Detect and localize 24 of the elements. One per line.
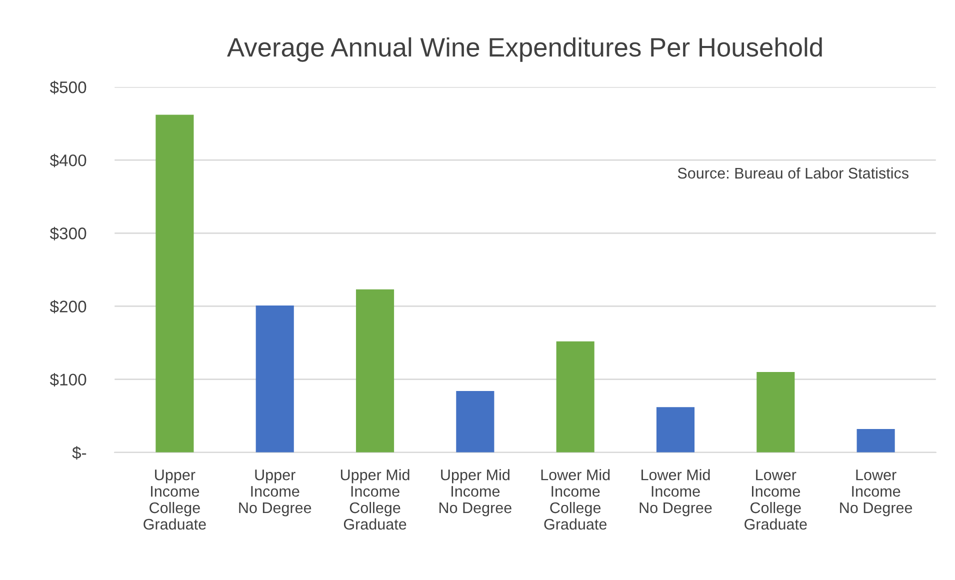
x-tick-label: Lower Mid Income College Graduate [541,469,610,530]
x-tick-label: Lower Income No Degree [840,470,912,516]
annotation: Source: Bureau of Labor Statistics [678,167,908,179]
y-tick-label: $100 [50,373,86,387]
x-tick-label: Upper Mid Income No Degree [439,469,512,516]
bar [856,429,895,452]
x-tick-label: Upper Income College Graduate [144,470,206,530]
bar [256,306,294,452]
x-tick-label: Lower Income College Graduate [744,470,807,530]
y-tick-label: $300 [50,226,86,240]
bar [556,341,594,452]
x-tick-label: Upper Income No Degree [239,470,312,516]
bar [456,391,494,452]
bar [156,114,194,452]
chart-title: Average Annual Wine Expenditures Per Household [227,37,822,62]
bar [656,407,695,452]
x-tick-label: Upper Mid Income College Graduate [340,469,410,530]
bar [356,289,394,452]
y-tick-label: $400 [50,154,86,168]
bar [756,372,795,452]
x-tick-label: Lower Mid Income No Degree [640,469,712,516]
y-tick-label: $- [72,446,86,460]
y-tick-label: $500 [50,80,86,94]
y-tick-label: $200 [50,300,86,314]
